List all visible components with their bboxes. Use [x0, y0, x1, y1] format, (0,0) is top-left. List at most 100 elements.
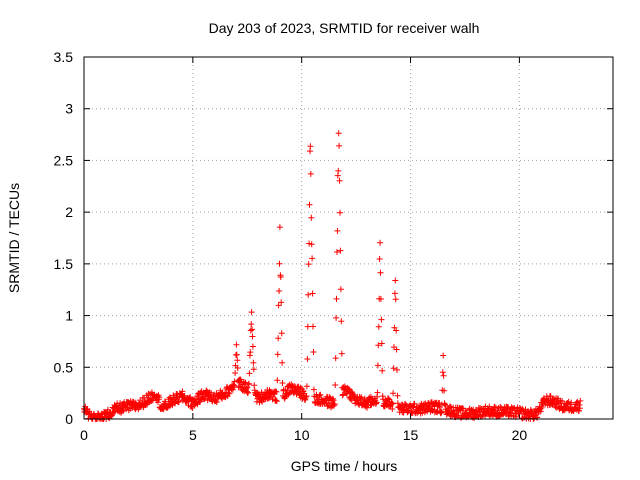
- data-point: [274, 377, 281, 384]
- data-point: [361, 395, 368, 402]
- y-tick-label: 0.5: [54, 359, 74, 375]
- data-point: [304, 323, 311, 330]
- data-point: [193, 400, 200, 407]
- data-point: [377, 239, 384, 246]
- data-point: [373, 399, 380, 406]
- data-point: [411, 400, 418, 407]
- data-point: [330, 397, 337, 404]
- data-point: [538, 404, 545, 411]
- chart-title: Day 203 of 2023, SRMTID for receiver wal…: [209, 20, 480, 36]
- data-point: [247, 327, 254, 334]
- y-tick-label: 1.5: [54, 256, 74, 272]
- data-point: [375, 323, 382, 330]
- y-tick-label: 2: [65, 204, 73, 220]
- data-point: [246, 380, 252, 387]
- data-point: [245, 389, 252, 396]
- x-tick-label: 15: [403, 427, 419, 443]
- data-point: [273, 388, 280, 395]
- data-point: [394, 366, 400, 373]
- data-points: [81, 130, 584, 422]
- data-point: [391, 290, 398, 297]
- data-point: [273, 398, 280, 405]
- data-point: [441, 387, 448, 394]
- data-point: [317, 391, 324, 398]
- data-point: [440, 352, 447, 359]
- data-point: [278, 299, 285, 306]
- x-tick-label: 20: [512, 427, 528, 443]
- data-point: [232, 370, 239, 376]
- data-point: [276, 260, 283, 267]
- data-point: [379, 367, 386, 374]
- data-point: [344, 390, 350, 397]
- plot-frame: [83, 56, 614, 420]
- y-tick-label: 0: [65, 411, 73, 427]
- data-point: [377, 296, 384, 302]
- data-point: [392, 277, 399, 284]
- data-point: [316, 392, 323, 399]
- data-point: [334, 227, 341, 234]
- data-point: [246, 370, 253, 377]
- data-point: [309, 255, 316, 262]
- data-point: [568, 399, 575, 406]
- data-point: [305, 291, 312, 298]
- data-point: [337, 209, 343, 216]
- data-point: [273, 397, 279, 404]
- data-point: [304, 356, 311, 362]
- data-point: [276, 288, 283, 294]
- data-point: [308, 241, 315, 248]
- data-point: [248, 321, 255, 328]
- data-point: [310, 349, 317, 355]
- data-point: [447, 403, 454, 410]
- data-point: [377, 269, 384, 276]
- data-point: [248, 309, 255, 316]
- data-point: [378, 340, 385, 347]
- data-point: [226, 390, 233, 397]
- data-point: [279, 380, 286, 386]
- data-point: [335, 130, 342, 137]
- data-point: [440, 372, 447, 379]
- y-tick-label: 2.5: [54, 152, 74, 168]
- data-point: [334, 249, 340, 255]
- data-point: [306, 201, 313, 208]
- data-point: [385, 395, 392, 402]
- data-point: [233, 351, 240, 358]
- data-point: [310, 323, 316, 330]
- data-point: [276, 224, 283, 231]
- data-point: [332, 382, 339, 388]
- data-point: [234, 365, 241, 371]
- data-point: [275, 335, 282, 342]
- data-point: [308, 214, 315, 221]
- data-point: [306, 240, 313, 247]
- data-point: [282, 393, 289, 400]
- x-tick-label: 10: [294, 427, 310, 443]
- data-point: [244, 384, 251, 391]
- data-point: [132, 399, 139, 406]
- data-point: [564, 400, 571, 407]
- data-point: [274, 351, 281, 358]
- data-point: [338, 350, 345, 357]
- data-point: [335, 167, 342, 174]
- data-point: [120, 407, 127, 414]
- data-point: [307, 170, 314, 177]
- data-point: [338, 318, 345, 325]
- data-point: [439, 369, 446, 376]
- data-point: [249, 333, 256, 340]
- data-point: [577, 397, 584, 404]
- data-point: [310, 386, 317, 393]
- data-point: [249, 343, 256, 350]
- data-point: [208, 389, 215, 396]
- data-point: [491, 403, 498, 410]
- data-point: [358, 394, 365, 401]
- data-point: [337, 247, 344, 254]
- tick-layer: 0 5 10 15 20 0 0.5 1 1.5 2 2.5 3 3.5: [54, 49, 613, 443]
- data-point: [309, 290, 316, 297]
- x-axis-label: GPS time / hours: [291, 458, 398, 474]
- data-point: [279, 359, 286, 366]
- data-point: [333, 295, 340, 302]
- data-point: [389, 406, 396, 412]
- y-tick-label: 3: [65, 101, 73, 117]
- data-point: [179, 388, 186, 395]
- data-point: [394, 392, 401, 399]
- x-tick-label: 5: [189, 427, 197, 443]
